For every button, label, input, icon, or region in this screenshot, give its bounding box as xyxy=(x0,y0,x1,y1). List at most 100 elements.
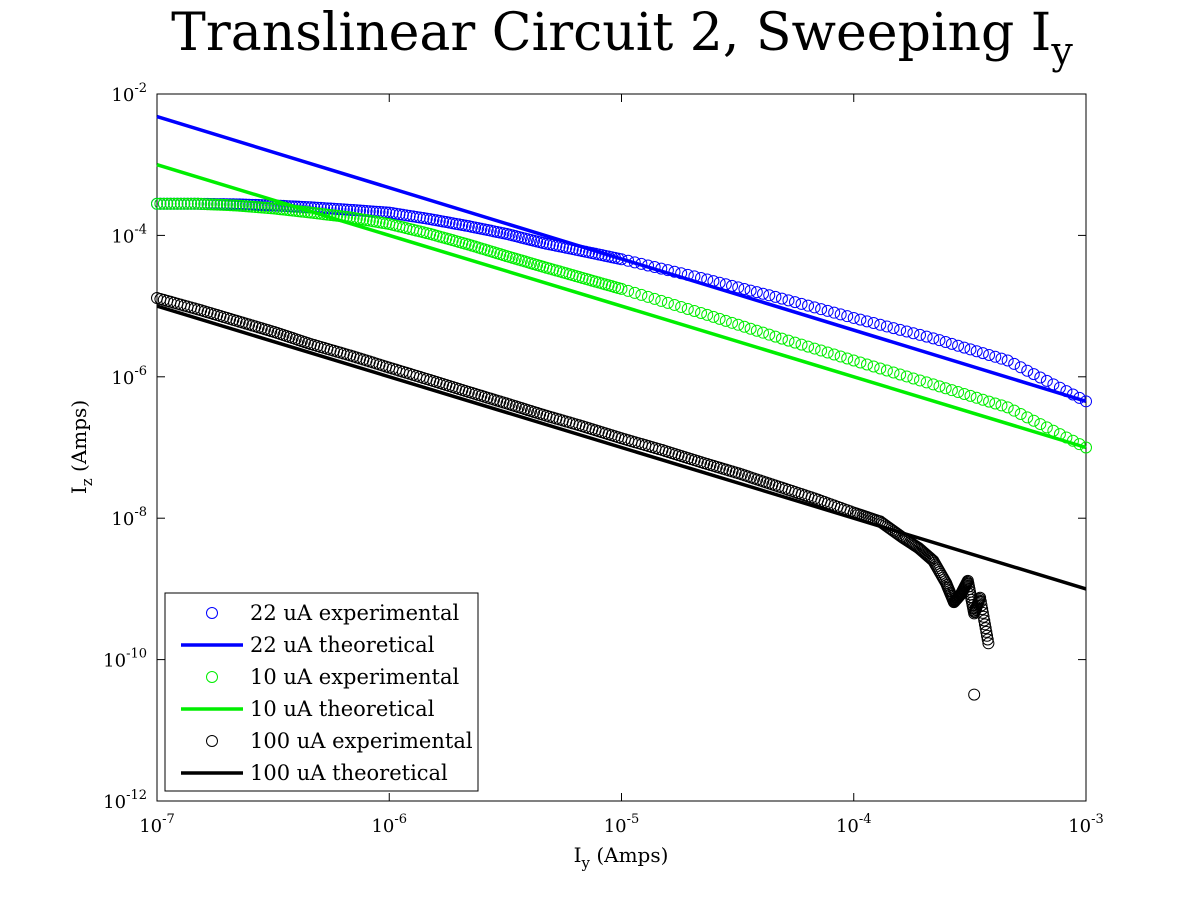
data-point xyxy=(233,199,246,212)
data-point xyxy=(978,618,991,631)
data-point xyxy=(185,197,198,210)
data-point xyxy=(1021,364,1034,377)
data-point xyxy=(945,337,958,350)
data-point xyxy=(417,212,430,225)
data-point xyxy=(989,397,1002,410)
data-point xyxy=(744,322,757,335)
data-point xyxy=(978,614,991,627)
data-point xyxy=(750,286,763,299)
data-point xyxy=(939,382,952,395)
chart-title: Translinear Circuit 2, Sweeping Iy xyxy=(171,3,1073,73)
y-axis-label: Iz (Amps) xyxy=(67,400,96,494)
data-point xyxy=(407,210,420,223)
data-point xyxy=(628,286,641,299)
data-point xyxy=(952,386,965,399)
data-point xyxy=(1034,418,1047,431)
y-tick-label: 10-10 xyxy=(103,647,147,672)
data-point xyxy=(1034,371,1047,384)
data-point xyxy=(1027,414,1040,427)
data-point xyxy=(789,296,802,309)
data-point xyxy=(204,198,217,211)
data-point xyxy=(880,320,893,333)
data-point xyxy=(983,348,996,361)
legend-label: 22 uA experimental xyxy=(250,601,459,625)
data-point xyxy=(775,332,788,345)
data-point xyxy=(763,328,776,341)
data-point xyxy=(688,304,701,317)
data-point xyxy=(981,629,994,642)
data-point xyxy=(249,200,262,213)
data-point xyxy=(265,202,278,215)
data-point xyxy=(386,207,399,220)
data-point xyxy=(995,352,1008,365)
data-point xyxy=(188,197,201,210)
data-point xyxy=(880,364,893,377)
data-point xyxy=(854,313,867,326)
x-tick-label: 10-5 xyxy=(604,812,640,837)
data-point xyxy=(252,201,265,214)
data-point xyxy=(979,622,992,635)
data-point xyxy=(1001,401,1014,414)
data-point xyxy=(695,306,708,319)
legend-label: 10 uA theoretical xyxy=(250,697,435,721)
data-point xyxy=(243,200,256,213)
data-point xyxy=(854,356,867,369)
data-point xyxy=(795,338,808,351)
data-point xyxy=(958,341,971,354)
data-point xyxy=(675,300,688,313)
data-point xyxy=(655,294,668,307)
data-point xyxy=(920,376,933,389)
legend-marker-swatch xyxy=(206,607,218,619)
data-point xyxy=(350,204,363,217)
x-tick-label: 10-6 xyxy=(371,812,407,837)
data-point xyxy=(795,297,808,310)
data-point xyxy=(808,301,821,314)
legend-box xyxy=(164,592,479,792)
legend-entry: 10 uA theoretical xyxy=(181,697,435,721)
data-point xyxy=(168,197,181,210)
data-point xyxy=(802,299,815,312)
data-point xyxy=(775,292,788,305)
data-point xyxy=(907,372,920,385)
data-point xyxy=(964,343,977,356)
data-point xyxy=(198,198,211,211)
legend-label: 22 uA theoretical xyxy=(250,633,435,657)
data-point xyxy=(236,199,249,212)
data-point xyxy=(701,308,714,321)
data-point xyxy=(738,283,751,296)
data-point xyxy=(874,318,887,331)
data-point xyxy=(1014,408,1027,421)
data-point xyxy=(757,287,770,300)
series-line-22-ua-theoretical xyxy=(156,114,1087,403)
data-point xyxy=(1008,357,1021,370)
data-point xyxy=(821,304,834,317)
data-point xyxy=(920,330,933,343)
legend-entry: 22 uA experimental xyxy=(206,601,459,625)
data-point xyxy=(976,347,989,360)
series-markers-100-ua-experimental xyxy=(151,292,995,701)
data-point xyxy=(174,197,187,210)
data-point xyxy=(828,348,841,361)
x-tick-label: 10-7 xyxy=(139,812,175,837)
data-point xyxy=(262,202,275,215)
data-point xyxy=(713,312,726,325)
data-point xyxy=(983,395,996,408)
y-tick-label: 10-12 xyxy=(103,788,147,813)
data-point xyxy=(1027,368,1040,381)
data-point xyxy=(246,200,259,213)
data-point xyxy=(661,296,674,309)
data-point xyxy=(220,199,233,212)
data-point xyxy=(874,362,887,375)
data-point xyxy=(867,317,880,330)
data-point xyxy=(214,198,227,211)
series-line-100-ua-theoretical xyxy=(156,304,1087,591)
data-point xyxy=(1040,374,1053,387)
data-point xyxy=(738,320,751,333)
x-axis-label: Iy (Amps) xyxy=(574,843,669,872)
data-point xyxy=(648,292,661,305)
data-point xyxy=(782,294,795,307)
data-point xyxy=(887,322,900,335)
legend-entry: 100 uA experimental xyxy=(206,729,473,753)
y-tick-label: 10-6 xyxy=(111,364,147,389)
